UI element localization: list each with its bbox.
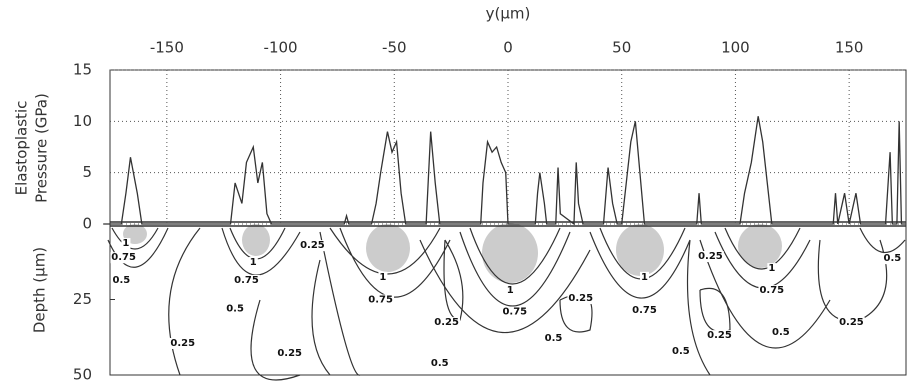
contour-label-bg (767, 263, 777, 275)
contour-label: 0.75 (502, 307, 527, 318)
x-tick-label: -50 (382, 39, 407, 57)
contour-label: 0.25 (707, 330, 732, 341)
x-axis-label: y(μm) (486, 5, 531, 23)
contour-label-bg (225, 303, 245, 315)
contour-label: 0.25 (839, 317, 864, 328)
contour-label-bg (121, 238, 131, 250)
depth-tick-label: 25 (73, 290, 92, 308)
contour-label-bg (543, 332, 564, 344)
contour-label: 0.75 (632, 305, 657, 316)
contour-label: 0.75 (234, 275, 259, 286)
depth-axis-label: Depth (μm) (31, 247, 49, 333)
contour-label: 0.75 (368, 295, 393, 306)
contour-label-bg (378, 271, 388, 283)
contour-field (107, 223, 906, 381)
y-tick-label: 5 (82, 163, 92, 181)
contour-label: 0.5 (431, 358, 449, 369)
contour-label: 0.5 (772, 327, 790, 338)
y-axis-label: Elastoplastic (13, 101, 31, 196)
contour-label-bg (110, 252, 138, 264)
contour-label: 0.25 (170, 338, 195, 349)
contour-label-bg (670, 345, 691, 357)
depth-tick-label: 50 (73, 366, 92, 384)
contour-label: 0.5 (883, 253, 901, 264)
y-tick-label: 15 (73, 61, 92, 79)
contour-label-bg (111, 274, 132, 286)
contour-label: 0.75 (759, 285, 784, 296)
contour-label: 1 (641, 272, 648, 283)
contour-label-bg (631, 305, 658, 317)
contour-label-bg (838, 317, 865, 329)
contour-label: 0.75 (111, 252, 136, 263)
contour-label: 0.25 (698, 251, 723, 262)
contour-label-bg (706, 330, 733, 342)
contour-label-bg (505, 285, 515, 297)
contour-label: 0.25 (300, 240, 325, 251)
contour-label: 0.5 (672, 346, 690, 357)
x-tick-label: -100 (264, 39, 298, 57)
contour-label-bg (882, 253, 903, 265)
contour-label: 0.5 (226, 304, 244, 315)
x-tick-label: -150 (150, 39, 184, 57)
contour-label-bg (299, 240, 326, 252)
contour-label: 0.25 (568, 293, 593, 304)
contour-label-bg (758, 285, 786, 297)
contour-label-bg (248, 257, 258, 269)
pressure-line (103, 116, 906, 226)
x-tick-label: 50 (612, 39, 631, 57)
contour-label-bg (697, 251, 724, 263)
contour-label: 0.25 (277, 348, 302, 359)
contour-label-bg (233, 274, 260, 286)
contour-label: 0.5 (545, 333, 563, 344)
contour-label: 1 (379, 272, 386, 283)
x-tick-label: 150 (835, 39, 864, 57)
contour-label: 1 (122, 238, 129, 249)
contour-label-bg (367, 294, 395, 306)
contour-label: 0.25 (434, 317, 459, 328)
x-tick-label: 100 (721, 39, 750, 57)
contour-label-bg (567, 292, 595, 304)
contour-label: 1 (250, 257, 257, 268)
contour-label-bg (771, 327, 791, 339)
contour-label-bg (276, 347, 304, 359)
contour-label: 1 (507, 285, 514, 296)
y-tick-label: 0 (82, 215, 92, 233)
contour-label-bg (501, 306, 529, 318)
contour-label: 0.5 (113, 275, 131, 286)
contour-label-bg (169, 337, 197, 349)
contour-label: 1 (768, 263, 775, 274)
y-axis-label: Pressure (GPa) (33, 93, 51, 203)
y-tick-label: 10 (73, 112, 92, 130)
x-tick-label: 0 (503, 39, 513, 57)
contour-label-bg (639, 271, 649, 283)
contour-label-bg (429, 357, 450, 369)
contour-label-bg (433, 317, 460, 329)
